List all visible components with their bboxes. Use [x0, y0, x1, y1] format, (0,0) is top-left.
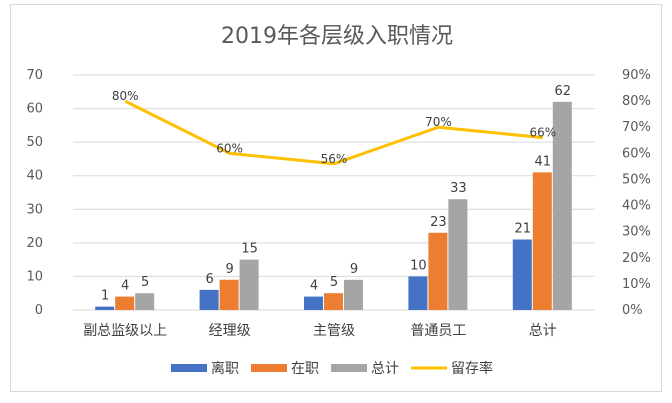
category-label: 普通员工: [410, 323, 466, 339]
legend: 离职 在职 总计 留存率: [171, 360, 493, 377]
left-axis-tick-label: 0: [35, 303, 43, 318]
combo-chart: 2019年各层级入职情况 0 10 20 30 40 50 60 70 0% 10% 20% 30%…: [26, 24, 651, 377]
bar-data-label: 5: [141, 275, 149, 290]
bar: [428, 232, 448, 310]
legend-swatch: [331, 364, 367, 372]
bar-data-label: 9: [225, 262, 233, 277]
legend-swatch: [171, 364, 207, 372]
chart-title: 2019年各层级入职情况: [221, 24, 453, 49]
right-axis-tick-label: 40%: [622, 199, 651, 214]
bar-data-label: 1: [101, 289, 109, 304]
legend-label: 离职: [211, 360, 239, 377]
right-axis-ticks: 0% 10% 20% 30% 40% 50% 60% 70% 80% 90%: [622, 68, 651, 318]
right-axis-tick-label: 10%: [622, 277, 651, 292]
bar-data-label: 21: [515, 222, 532, 237]
category-label: 经理级: [209, 323, 251, 339]
bar: [324, 293, 343, 310]
bar: [135, 293, 155, 310]
right-axis-tick-label: 30%: [622, 225, 651, 240]
left-axis-tick-label: 10: [26, 269, 43, 284]
chart-frame: 2019年各层级入职情况 0 10 20 30 40 50 60 70 0% 10% 20% 30%…: [10, 4, 662, 392]
gridlines: [73, 74, 595, 311]
category-label: 副总监级以上: [83, 323, 167, 339]
line-data-label: 80%: [112, 89, 139, 103]
line-data-label: 60%: [216, 141, 243, 155]
left-axis-tick-label: 50: [26, 135, 43, 150]
bar-data-label: 33: [450, 181, 467, 196]
bar: [115, 296, 135, 310]
right-axis-tick-label: 80%: [622, 94, 651, 109]
right-axis-tick-label: 20%: [622, 251, 651, 266]
bar-data-label: 41: [535, 154, 552, 169]
line-data-label: 56%: [321, 152, 348, 166]
bar: [304, 296, 323, 310]
left-axis-tick-label: 30: [26, 202, 43, 217]
legend-label: 在职: [291, 361, 319, 377]
right-axis-tick-label: 0%: [622, 303, 643, 318]
bar-data-label: 10: [410, 258, 427, 273]
left-axis-tick-label: 60: [26, 102, 43, 117]
bar: [532, 172, 552, 310]
retention-line: [124, 99, 543, 166]
bar-data-label: 9: [350, 262, 358, 277]
bar-data-label: 23: [430, 215, 447, 230]
line-data-label: 66%: [529, 126, 556, 140]
bar: [344, 279, 363, 310]
left-axis-ticks: 0 10 20 30 40 50 60 70: [26, 68, 43, 318]
legend-label: 留存率: [451, 360, 493, 377]
bar-data-label: 4: [121, 279, 129, 294]
right-axis-tick-label: 90%: [622, 68, 651, 83]
right-axis-tick-label: 70%: [622, 120, 651, 135]
right-axis-tick-label: 60%: [622, 146, 651, 161]
bar: [239, 259, 259, 310]
legend-label: 总计: [371, 361, 399, 377]
right-axis-tick-label: 50%: [622, 172, 651, 187]
category-label: 主管级: [313, 323, 355, 339]
bar: [95, 306, 115, 310]
category-labels: 副总监级以上 经理级 主管级 普通员工 总计: [83, 323, 557, 339]
bar-data-label: 6: [205, 272, 213, 287]
legend-swatch: [251, 364, 287, 372]
bar-data-label: 62: [555, 84, 572, 99]
bar: [512, 239, 532, 310]
bar: [552, 101, 572, 310]
category-label: 总计: [529, 323, 557, 339]
bar: [199, 289, 219, 310]
bar-data-label: 5: [330, 275, 338, 290]
bar-data-label: 4: [310, 279, 318, 294]
bar: [408, 276, 428, 310]
bar: [219, 279, 239, 310]
left-axis-tick-label: 20: [26, 236, 43, 251]
line-series: 80% 60% 56% 70% 66%: [112, 89, 556, 166]
line-data-label: 70%: [425, 115, 452, 129]
left-axis-tick-label: 70: [26, 68, 43, 83]
bar: [448, 199, 468, 310]
left-axis-tick-label: 40: [26, 169, 43, 184]
bar-data-label: 15: [241, 242, 258, 257]
